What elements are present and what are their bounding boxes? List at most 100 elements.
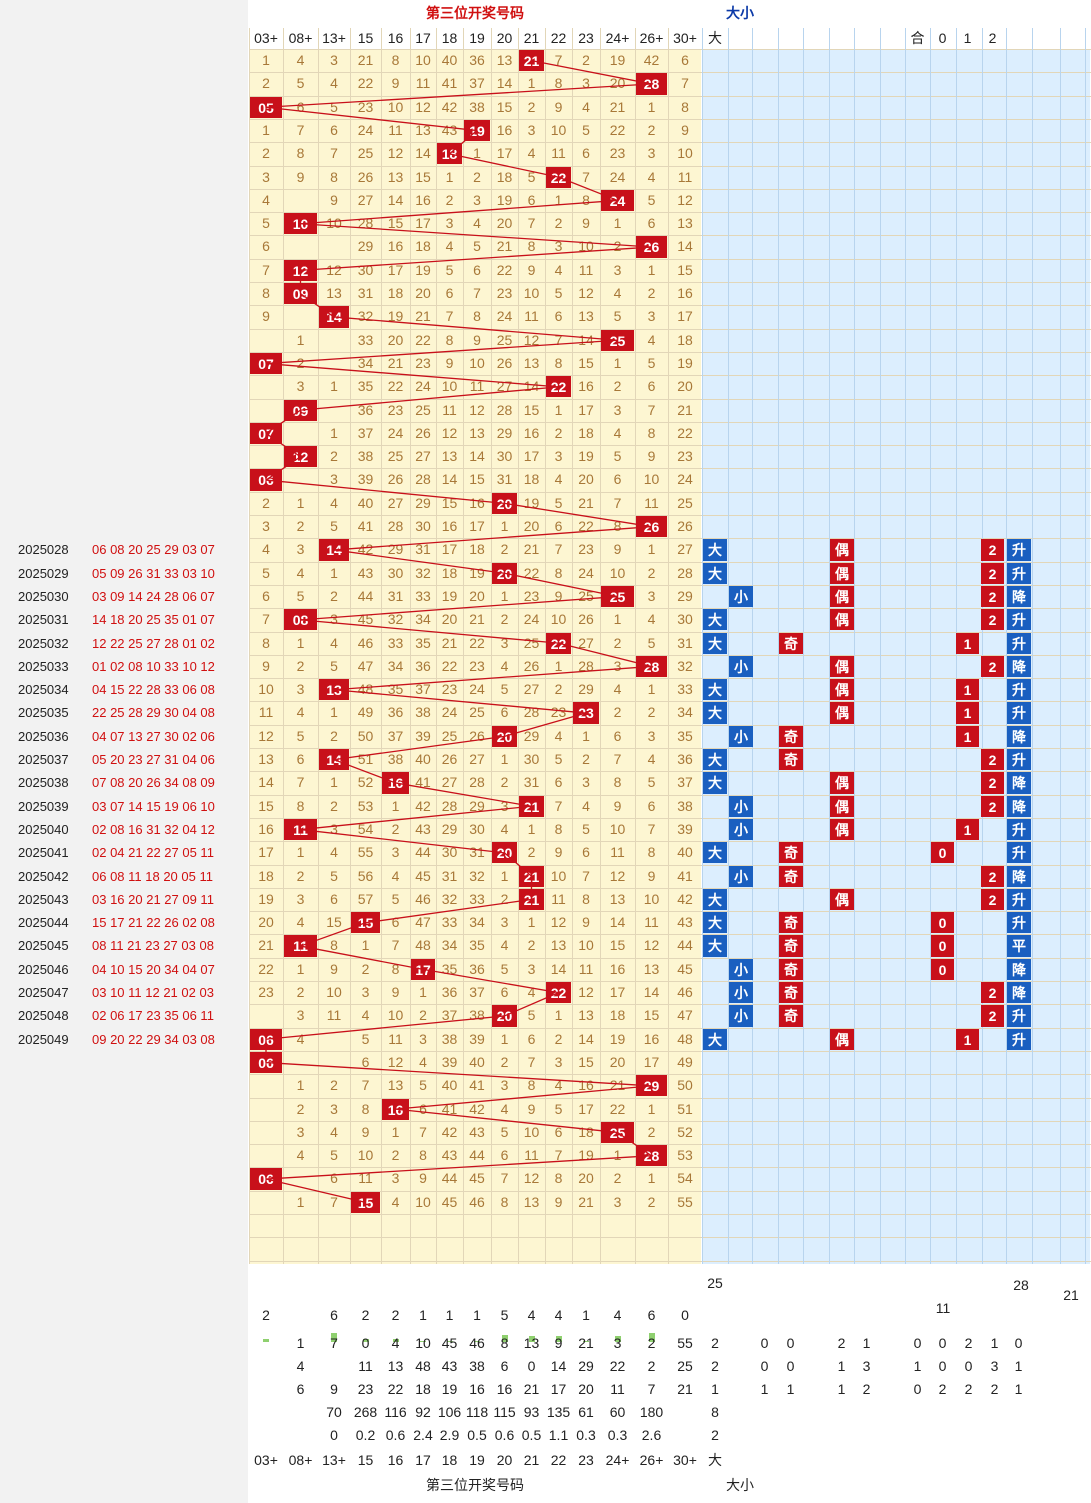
grid-cell: 5 xyxy=(647,774,656,791)
hit-number: 22 xyxy=(546,632,571,654)
grid-cell: 4 xyxy=(554,727,563,744)
grid-cell: 36 xyxy=(357,401,374,418)
trend-marker: 降 xyxy=(1007,795,1031,817)
grid-cell: 7 xyxy=(613,751,622,767)
grid-cell: 21 xyxy=(578,1193,594,1210)
stat-bar xyxy=(263,1339,269,1342)
mod-marker: 2 xyxy=(981,539,1004,561)
issue-number: 2025039 xyxy=(18,798,69,814)
grid-cell: 16 xyxy=(643,1030,660,1047)
grid-cell: 6 xyxy=(500,984,509,1000)
grid-row-line xyxy=(249,584,1091,586)
grid-cell: 42 xyxy=(441,1123,458,1140)
bar-label: 1 xyxy=(582,1307,590,1323)
big-small-stat: 8 xyxy=(711,1404,719,1420)
grid-cell: 2 xyxy=(554,424,563,441)
grid-row-line xyxy=(249,235,1091,237)
grid-cell: 22 xyxy=(469,634,485,651)
grid-cell: 27 xyxy=(523,681,540,698)
grid-row-line xyxy=(249,678,1091,680)
grid-cell: 1 xyxy=(391,797,400,814)
odd-even-marker: 奇 xyxy=(779,958,803,980)
grid-row-line xyxy=(249,934,1091,936)
mod-header: 0 xyxy=(938,30,947,46)
grid-cell: 29 xyxy=(578,681,594,698)
grid-cell: 18 xyxy=(387,285,404,301)
bar-label: 2 xyxy=(262,1307,270,1323)
grid-cell: 24 xyxy=(387,424,404,441)
grid-cell: 46 xyxy=(469,1193,485,1210)
grid-cell: 1 xyxy=(330,564,338,581)
grid-cell: 3 xyxy=(296,541,305,558)
grid-cell: 53 xyxy=(357,797,374,814)
grid-cell: 35 xyxy=(357,378,374,395)
grid-cell: 16 xyxy=(578,1077,594,1094)
grid-cell: 2 xyxy=(330,448,338,465)
grid-cell: 8 xyxy=(500,1193,509,1210)
hit-number: 22 xyxy=(546,376,571,398)
mod-marker: 2 xyxy=(981,982,1004,1004)
grid-cell: 31 xyxy=(357,285,374,301)
grid-cell: 18 xyxy=(677,331,693,348)
stat-value: 22 xyxy=(609,1358,626,1374)
grid-cell: 38 xyxy=(387,751,404,767)
odd-even-marker: 偶 xyxy=(830,562,854,584)
grid-cell: 4 xyxy=(647,331,656,348)
grid-cell: 21 xyxy=(258,937,274,954)
issue-number: 2025033 xyxy=(18,658,69,674)
stat-value: 0.6 xyxy=(385,1427,406,1443)
grid-cell: 28 xyxy=(441,797,458,814)
grid-row-line xyxy=(249,864,1091,866)
grid-cell: 3 xyxy=(582,75,590,92)
grid-cell: 5 xyxy=(500,960,509,977)
grid-cell: 5 xyxy=(296,727,305,744)
grid-cell: 45 xyxy=(469,1170,485,1187)
grid-cell: 39 xyxy=(469,1030,485,1047)
big-small-stat: 2 xyxy=(711,1358,719,1374)
big-small-marker: 小 xyxy=(729,1005,753,1027)
right-stat-value: 1 xyxy=(862,1335,871,1351)
grid-cell: 8 xyxy=(527,1077,536,1094)
grid-row-line xyxy=(249,561,1091,563)
grid-cell: 3 xyxy=(647,727,656,744)
grid-row-line xyxy=(249,118,1091,120)
grid-cell: 3 xyxy=(527,121,536,138)
hit-number: 07 xyxy=(250,352,282,375)
grid-cell: 9 xyxy=(554,1193,563,1210)
column-header: 30+ xyxy=(673,30,697,46)
grid-col-line xyxy=(752,28,753,1264)
stat-value: 0 xyxy=(527,1358,536,1374)
grid-cell: 5 xyxy=(330,518,338,534)
grid-cell: 9 xyxy=(473,331,481,348)
grid-cell: 9 xyxy=(296,168,305,185)
grid-cell: 20 xyxy=(415,285,431,301)
grid-cell: 2 xyxy=(500,611,509,628)
grid-cell: 12 xyxy=(609,867,626,884)
grid-cell: 17 xyxy=(578,401,594,418)
grid-cell: 12 xyxy=(643,937,660,954)
grid-cell: 47 xyxy=(677,1007,693,1024)
stat-value: 22 xyxy=(387,1381,404,1397)
grid-cell: 25 xyxy=(496,331,513,348)
grid-cell: 8 xyxy=(554,1170,563,1187)
column-header: 13+ xyxy=(322,30,346,46)
grid-cell: 27 xyxy=(415,448,431,465)
grid-row-line xyxy=(249,1097,1091,1099)
grid-cell: 2 xyxy=(361,960,370,977)
grid-cell: 1 xyxy=(554,1007,563,1024)
grid-cell: 2 xyxy=(500,774,509,791)
grid-cell: 1 xyxy=(647,261,656,278)
grid-cell: 3 xyxy=(582,774,590,791)
grid-cell: 9 xyxy=(262,657,270,674)
grid-cell: 33 xyxy=(357,331,374,348)
grid-cell: 1 xyxy=(647,1100,656,1117)
footer-title: 第三位开奖号码 xyxy=(426,1477,524,1493)
grid-cell: 15 xyxy=(643,1007,660,1024)
grid-row-line xyxy=(249,748,1091,749)
grid-cell: 2 xyxy=(296,1100,305,1117)
grid-cell: 2 xyxy=(582,751,590,767)
footer-big-small-header: 大 xyxy=(708,1452,722,1468)
grid-cell: 39 xyxy=(441,1053,458,1070)
grid-cell: 42 xyxy=(415,797,431,814)
grid-cell: 2 xyxy=(500,890,509,907)
